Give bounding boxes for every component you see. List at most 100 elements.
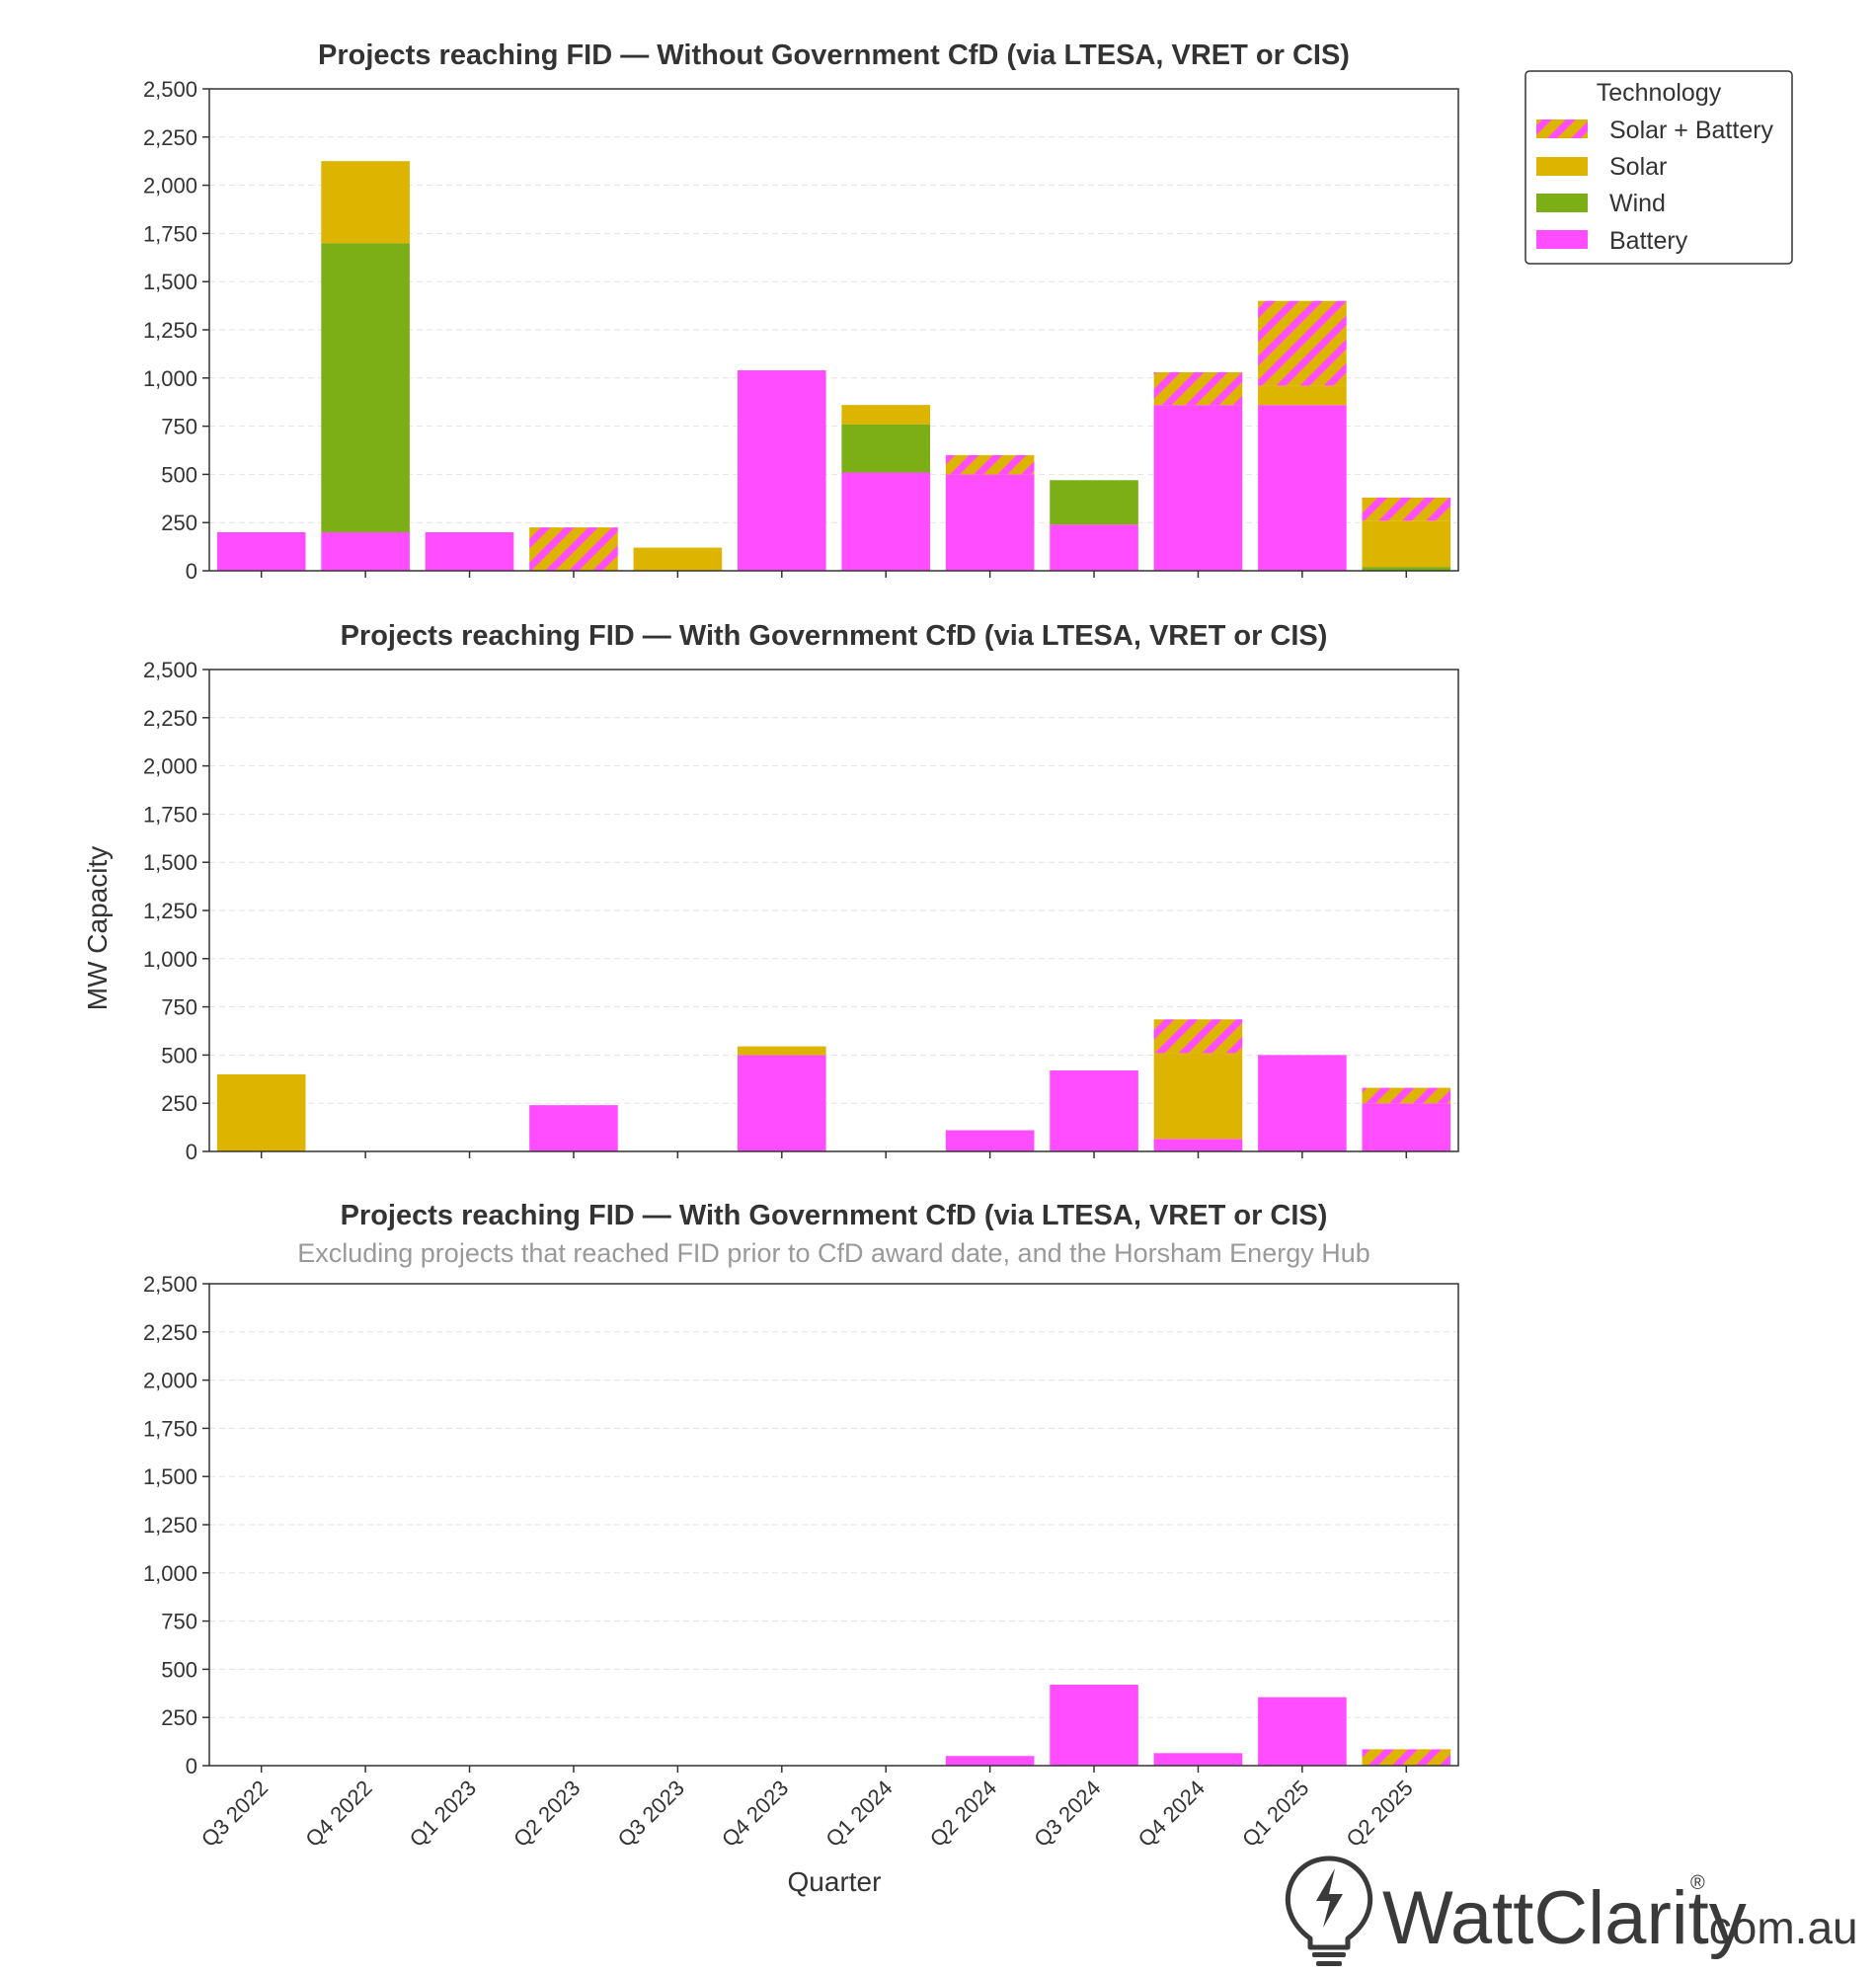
y-tick-label: 1,750 [143, 221, 197, 246]
x-tick-label: Q2 2025 [1341, 1776, 1417, 1852]
bar-battery [216, 531, 306, 571]
bar-wind [841, 424, 931, 473]
legend: Technology Solar + Battery Solar Wind Ba… [1524, 70, 1793, 265]
legend-label-solar-battery: Solar + Battery [1609, 117, 1774, 144]
logo-registered-mark: ® [1690, 1872, 1705, 1894]
bar-battery [1362, 1103, 1451, 1151]
x-tick-label: Q3 2024 [1029, 1776, 1105, 1852]
y-tick-label: 500 [161, 1657, 197, 1682]
bar-battery [529, 1105, 618, 1151]
y-tick-label: 1,250 [143, 899, 197, 923]
x-tick-label: Q1 2024 [821, 1776, 897, 1852]
logo-domain-suffix: .com.au [1696, 1902, 1858, 1953]
y-tick-label: 1,250 [143, 1513, 197, 1538]
y-tick-label: 750 [161, 415, 197, 439]
chart-panel-3: Projects reaching FID — With Government … [143, 1200, 1459, 1852]
legend-frame [1524, 70, 1793, 265]
lightbulb-bolt-icon [1285, 1856, 1373, 1966]
bar-solar-battery [1362, 1749, 1451, 1766]
y-tick-label: 250 [161, 1091, 197, 1116]
y-tick-label: 2,000 [143, 1369, 197, 1393]
bar-solar [737, 1046, 826, 1056]
legend-title: Technology [1597, 79, 1722, 107]
x-tick-label: Q3 2023 [613, 1776, 689, 1852]
y-tick-label: 2,000 [143, 754, 197, 779]
y-tick-label: 500 [161, 462, 197, 487]
bar-battery [1258, 1055, 1347, 1151]
y-tick-label: 250 [161, 511, 197, 535]
x-tick-label: Q4 2023 [717, 1776, 793, 1852]
chart-panel-1: Projects reaching FID — Without Governme… [143, 40, 1459, 584]
bar-solar [216, 1073, 306, 1151]
chart-title: Projects reaching FID — With Government … [341, 1200, 1328, 1231]
bar-solar [1258, 385, 1347, 406]
y-tick-label: 0 [186, 559, 197, 584]
y-tick-label: 1,000 [143, 947, 197, 972]
bar-solar-battery [1362, 1087, 1451, 1104]
bar-battery [1050, 1685, 1138, 1766]
plot-frame [208, 88, 1459, 572]
bar-solar [1362, 520, 1451, 568]
y-tick-label: 1,000 [143, 1561, 197, 1586]
legend-label-wind: Wind [1609, 190, 1666, 217]
bar-battery [945, 1756, 1035, 1766]
bar-solar [633, 547, 723, 571]
y-axis-label: MW Capacity [82, 846, 113, 1010]
y-tick-label: 2,250 [143, 1320, 197, 1345]
x-tick-label: Q4 2024 [1133, 1776, 1210, 1852]
y-tick-label: 1,000 [143, 366, 197, 391]
bar-solar-battery [1258, 300, 1347, 386]
bar-solar-battery [1153, 371, 1243, 406]
legend-label-battery: Battery [1609, 227, 1688, 255]
bar-solar [1153, 1053, 1243, 1140]
legend-label-solar: Solar [1609, 153, 1667, 181]
bar-battery [321, 531, 410, 571]
bar-battery [841, 472, 931, 571]
chart-panel-2: Projects reaching FID — With Government … [143, 620, 1459, 1164]
bar-solar-battery [529, 527, 618, 571]
y-tick-label: 750 [161, 995, 197, 1020]
plot-frame [208, 669, 1459, 1152]
y-tick-label: 1,500 [143, 1464, 197, 1489]
bar-battery [737, 1055, 826, 1151]
bar-battery [1153, 1753, 1243, 1766]
bar-solar-battery [945, 454, 1035, 475]
y-tick-label: 250 [161, 1705, 197, 1730]
chart-title: Projects reaching FID — With Government … [341, 620, 1328, 652]
legend-swatch-wind [1536, 194, 1588, 212]
logo-wordmark: WattClarity [1382, 1876, 1747, 1960]
bar-battery [1153, 405, 1243, 571]
y-tick-label: 1,750 [143, 1416, 197, 1441]
y-tick-label: 1,500 [143, 850, 197, 875]
chart-subtitle: Excluding projects that reached FID prio… [297, 1238, 1370, 1268]
bar-battery [737, 369, 826, 571]
bar-battery [1050, 1070, 1138, 1151]
bar-solar-battery [1153, 1019, 1243, 1054]
y-tick-label: 2,250 [143, 125, 197, 150]
bar-solar [841, 405, 931, 425]
y-tick-label: 750 [161, 1610, 197, 1634]
y-tick-label: 2,500 [143, 1272, 197, 1297]
x-tick-label: Q1 2023 [405, 1776, 481, 1852]
bar-wind [1050, 480, 1138, 525]
bar-battery [945, 474, 1035, 571]
y-tick-label: 0 [186, 1754, 197, 1778]
y-tick-label: 1,500 [143, 270, 197, 294]
plot-frame [208, 1283, 1459, 1767]
chart-title: Projects reaching FID — Without Governme… [318, 40, 1350, 71]
legend-swatch-solar-battery [1536, 119, 1588, 138]
y-tick-label: 2,000 [143, 174, 197, 198]
bar-solar-battery [1362, 497, 1451, 521]
wattclarity-logo: WattClarity ® .com.au [1285, 1856, 1858, 1966]
y-tick-label: 1,750 [143, 802, 197, 827]
y-tick-label: 2,250 [143, 706, 197, 731]
legend-swatch-solar [1536, 157, 1588, 176]
x-axis-label: Quarter [788, 1866, 882, 1897]
y-tick-label: 2,500 [143, 77, 197, 102]
x-tick-label: Q3 2022 [196, 1776, 273, 1852]
x-tick-label: Q4 2022 [300, 1776, 376, 1852]
bar-battery [945, 1130, 1035, 1151]
x-tick-label: Q1 2025 [1237, 1776, 1313, 1852]
y-tick-label: 2,500 [143, 658, 197, 682]
